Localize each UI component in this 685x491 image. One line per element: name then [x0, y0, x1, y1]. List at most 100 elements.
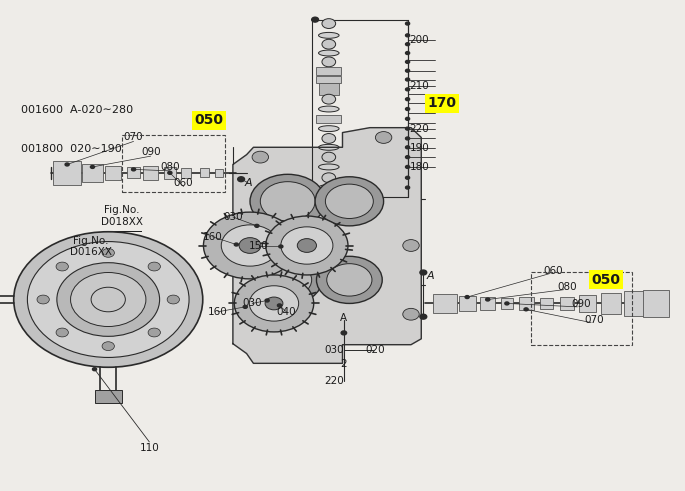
Circle shape [322, 19, 336, 28]
Circle shape [406, 108, 410, 110]
Text: 220: 220 [410, 124, 429, 134]
Circle shape [406, 127, 410, 130]
Circle shape [238, 177, 245, 182]
Circle shape [406, 88, 410, 91]
Circle shape [56, 262, 68, 271]
Text: 050: 050 [195, 113, 223, 127]
Circle shape [27, 242, 189, 357]
Ellipse shape [319, 106, 339, 112]
Text: 080: 080 [558, 282, 577, 292]
Circle shape [403, 308, 419, 320]
Circle shape [322, 152, 336, 162]
Circle shape [327, 264, 372, 296]
Text: 060: 060 [544, 266, 563, 276]
Bar [164, 167, 176, 179]
Text: 001800  020∼190: 001800 020∼190 [21, 144, 121, 154]
Circle shape [406, 165, 410, 168]
Text: 020: 020 [366, 345, 385, 355]
Bar [579, 295, 596, 312]
Circle shape [279, 245, 283, 248]
Text: 070: 070 [124, 133, 143, 142]
Circle shape [403, 240, 419, 251]
Ellipse shape [319, 32, 339, 38]
Circle shape [325, 184, 373, 218]
Ellipse shape [319, 164, 339, 170]
Circle shape [132, 168, 136, 171]
Bar [82, 164, 103, 182]
Bar [601, 293, 621, 314]
Ellipse shape [319, 144, 339, 150]
Circle shape [253, 255, 322, 304]
Bar [624, 291, 648, 316]
Circle shape [243, 305, 247, 308]
Circle shape [266, 216, 348, 275]
Circle shape [406, 146, 410, 149]
Circle shape [375, 132, 392, 143]
Circle shape [234, 243, 238, 246]
Circle shape [486, 298, 490, 301]
Text: 001600  A-020∼280: 001600 A-020∼280 [21, 105, 133, 115]
Bar [540, 298, 553, 309]
Circle shape [65, 163, 69, 166]
Circle shape [297, 239, 316, 252]
Text: D018XX: D018XX [101, 217, 143, 227]
Text: 060: 060 [174, 178, 193, 188]
Circle shape [406, 43, 410, 46]
Circle shape [221, 225, 279, 266]
Circle shape [406, 137, 410, 140]
Text: A: A [426, 271, 434, 281]
Circle shape [406, 117, 410, 120]
Circle shape [250, 174, 325, 228]
Circle shape [406, 69, 410, 72]
Bar [122, 135, 225, 192]
Circle shape [465, 296, 469, 299]
Circle shape [252, 151, 269, 163]
Circle shape [322, 173, 336, 183]
Circle shape [255, 224, 259, 227]
Circle shape [90, 165, 95, 168]
Circle shape [406, 60, 410, 63]
Circle shape [505, 302, 509, 305]
Circle shape [249, 286, 299, 321]
Text: •: • [341, 328, 347, 338]
Text: 190: 190 [410, 143, 429, 153]
Circle shape [322, 94, 336, 104]
Bar [95, 390, 122, 403]
Circle shape [406, 22, 410, 25]
Circle shape [264, 263, 312, 297]
Text: 170: 170 [427, 96, 456, 110]
Circle shape [406, 34, 410, 37]
Circle shape [406, 52, 410, 55]
Bar [181, 168, 191, 178]
Text: 030: 030 [325, 345, 344, 355]
Circle shape [322, 39, 336, 49]
Circle shape [315, 177, 384, 226]
Text: 160: 160 [203, 232, 222, 242]
Text: 070: 070 [585, 315, 604, 325]
Bar [560, 297, 574, 310]
Text: 2: 2 [340, 359, 347, 369]
Text: Fig.No.: Fig.No. [104, 205, 140, 215]
Circle shape [57, 263, 160, 336]
Ellipse shape [319, 126, 339, 132]
Circle shape [37, 295, 49, 304]
Circle shape [102, 342, 114, 351]
Circle shape [322, 134, 336, 143]
Bar [316, 76, 341, 83]
Text: Fig.No.: Fig.No. [73, 236, 109, 246]
Text: D016XX: D016XX [70, 247, 112, 257]
Text: 050: 050 [592, 273, 621, 287]
Circle shape [168, 171, 172, 174]
Text: 090: 090 [141, 147, 160, 157]
Bar [105, 166, 121, 180]
Bar [434, 294, 458, 313]
Text: 210: 210 [410, 81, 429, 91]
Bar [459, 296, 476, 311]
Text: 110: 110 [140, 443, 159, 453]
Bar [215, 169, 223, 177]
Bar [316, 115, 341, 123]
Circle shape [14, 232, 203, 367]
Circle shape [148, 262, 160, 271]
Circle shape [239, 238, 261, 253]
Circle shape [148, 328, 160, 337]
